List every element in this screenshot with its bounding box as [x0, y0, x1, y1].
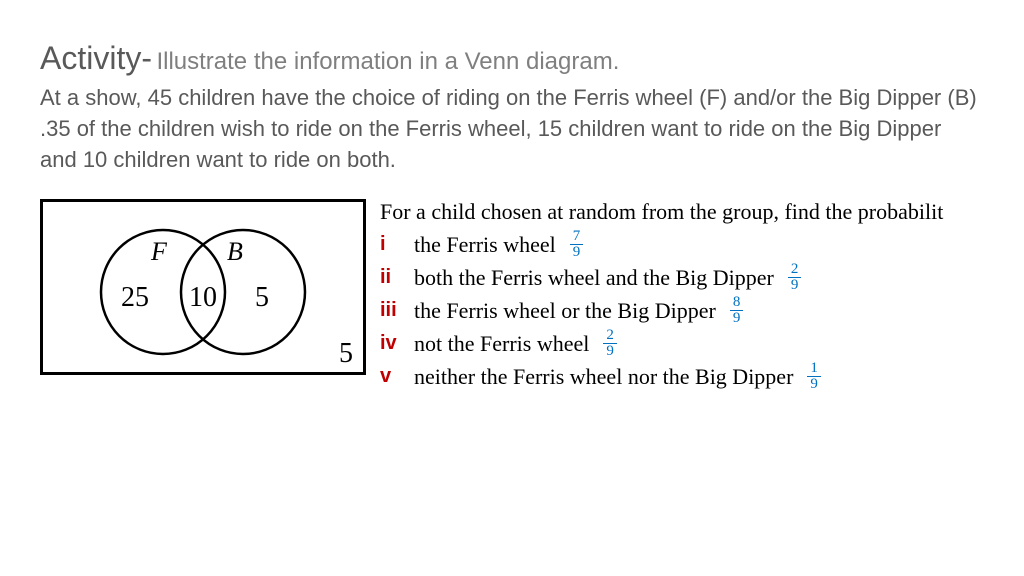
venn-label-b: B: [227, 237, 243, 266]
venn-value-outside: 5: [339, 338, 353, 369]
venn-value-only-f: 25: [121, 282, 149, 313]
venn-value-both: 10: [189, 282, 217, 313]
lower-section: F B 25 10 5 5 For a child chosen at rand…: [40, 199, 984, 394]
question-row: i the Ferris wheel 7 9: [380, 229, 943, 260]
question-text: neither the Ferris wheel nor the Big Dip…: [414, 364, 793, 390]
questions-column: For a child chosen at random from the gr…: [366, 199, 943, 394]
venn-label-f: F: [150, 237, 168, 266]
fraction-den: 9: [570, 245, 584, 260]
roman-numeral: ii: [380, 266, 414, 289]
fraction-num: 2: [603, 328, 617, 344]
roman-numeral: i: [380, 233, 414, 256]
answer-fraction: 2 9: [788, 262, 802, 293]
fraction-num: 1: [807, 361, 821, 377]
answer-fraction: 2 9: [603, 328, 617, 359]
question-row: iii the Ferris wheel or the Big Dipper 8…: [380, 295, 943, 326]
fraction-num: 2: [788, 262, 802, 278]
roman-numeral: iii: [380, 299, 414, 322]
fraction-den: 9: [788, 278, 802, 293]
roman-numeral: iv: [380, 332, 414, 355]
venn-value-only-b: 5: [255, 282, 269, 313]
answer-fraction: 7 9: [570, 229, 584, 260]
activity-title: Activity-: [40, 40, 152, 76]
answer-fraction: 8 9: [730, 295, 744, 326]
question-row: ii both the Ferris wheel and the Big Dip…: [380, 262, 943, 293]
question-prompt: For a child chosen at random from the gr…: [380, 199, 943, 225]
problem-text: At a show, 45 children have the choice o…: [40, 83, 984, 175]
question-text: both the Ferris wheel and the Big Dipper: [414, 265, 774, 291]
fraction-num: 8: [730, 295, 744, 311]
fraction-den: 9: [730, 311, 744, 326]
question-text: the Ferris wheel: [414, 232, 556, 258]
roman-numeral: v: [380, 365, 414, 388]
activity-subtitle: Illustrate the information in a Venn dia…: [156, 48, 619, 75]
question-text: the Ferris wheel or the Big Dipper: [414, 298, 716, 324]
fraction-den: 9: [603, 344, 617, 359]
venn-diagram: F B 25 10 5 5: [40, 199, 366, 375]
question-row: v neither the Ferris wheel nor the Big D…: [380, 361, 943, 392]
heading-line: Activity- Illustrate the information in …: [40, 40, 984, 77]
question-text: not the Ferris wheel: [414, 331, 589, 357]
fraction-num: 7: [570, 229, 584, 245]
fraction-den: 9: [807, 377, 821, 392]
venn-svg: F B 25 10 5 5: [43, 202, 363, 372]
answer-fraction: 1 9: [807, 361, 821, 392]
question-row: iv not the Ferris wheel 2 9: [380, 328, 943, 359]
